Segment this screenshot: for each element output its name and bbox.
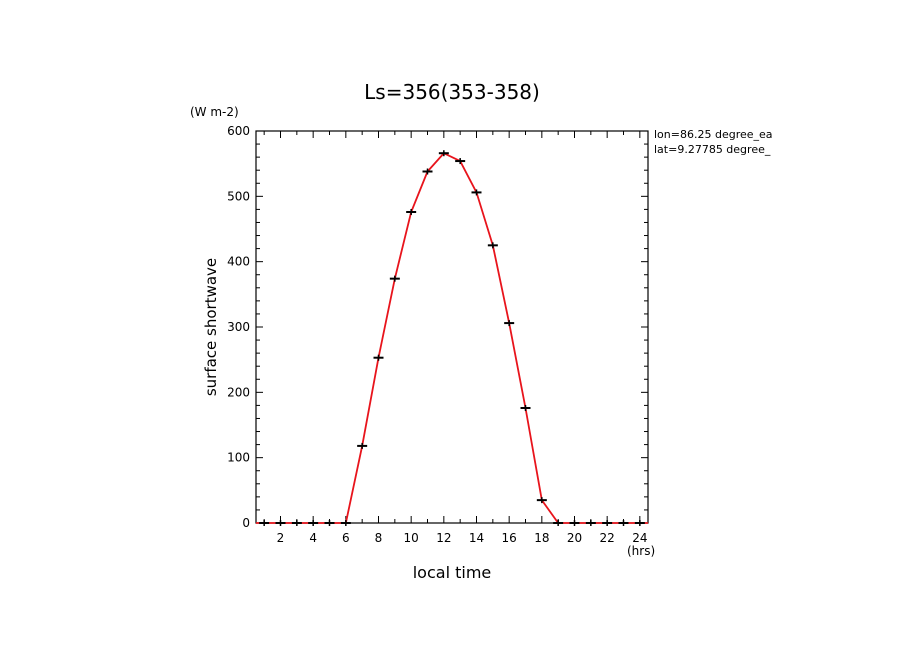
data-point xyxy=(291,520,302,526)
data-point xyxy=(389,275,400,282)
x-tick-label: 2 xyxy=(277,531,285,545)
y-axis-label: surface shortwave xyxy=(202,258,220,396)
y-tick-label: 500 xyxy=(227,189,250,203)
chart-title: Ls=356(353-358) xyxy=(364,80,540,104)
y-tick-label: 400 xyxy=(227,255,250,269)
data-point xyxy=(357,442,368,449)
data-point xyxy=(618,520,629,526)
y-tick-label: 100 xyxy=(227,451,250,465)
data-point xyxy=(275,520,286,526)
x-tick-label: 14 xyxy=(469,531,484,545)
data-point xyxy=(553,520,564,526)
data-point xyxy=(585,520,596,526)
data-point xyxy=(471,189,482,196)
data-point xyxy=(520,405,531,412)
x-tick-label: 16 xyxy=(502,531,517,545)
x-tick-label: 22 xyxy=(600,531,615,545)
x-tick-label: 8 xyxy=(375,531,383,545)
x-tick-label: 20 xyxy=(567,531,582,545)
x-tick-label: 24 xyxy=(632,531,647,545)
x-tick-label: 4 xyxy=(309,531,317,545)
x-unit-label: (hrs) xyxy=(627,544,655,558)
y-tick-label: 0 xyxy=(242,516,250,530)
data-point xyxy=(455,158,466,165)
data-point xyxy=(438,150,449,157)
x-tick-label: 12 xyxy=(436,531,451,545)
plot-frame xyxy=(255,130,649,524)
y-tick-label: 200 xyxy=(227,385,250,399)
x-tick-label: 18 xyxy=(534,531,549,545)
data-point xyxy=(422,168,433,175)
data-point xyxy=(602,520,613,526)
annotation-lat: lat=9.27785 degree_ xyxy=(654,143,771,156)
annotation-lon: lon=86.25 degree_ea xyxy=(654,128,773,141)
data-point xyxy=(634,520,645,526)
y-tick-label: 600 xyxy=(227,124,250,138)
data-point xyxy=(259,520,270,526)
y-unit-label: (W m-2) xyxy=(190,105,239,119)
data-point xyxy=(569,520,580,526)
data-point xyxy=(340,520,351,526)
data-point xyxy=(487,242,498,249)
series-line xyxy=(256,152,648,524)
data-point xyxy=(308,520,319,526)
data-point xyxy=(324,520,335,526)
x-axis-label: local time xyxy=(413,563,492,582)
y-tick-label: 300 xyxy=(227,320,250,334)
markers-layer xyxy=(259,150,645,526)
x-tick-label: 6 xyxy=(342,531,350,545)
x-tick-label: 10 xyxy=(404,531,419,545)
data-point xyxy=(406,209,417,216)
data-point xyxy=(504,320,515,327)
data-point xyxy=(536,497,547,504)
data-point xyxy=(373,354,384,361)
